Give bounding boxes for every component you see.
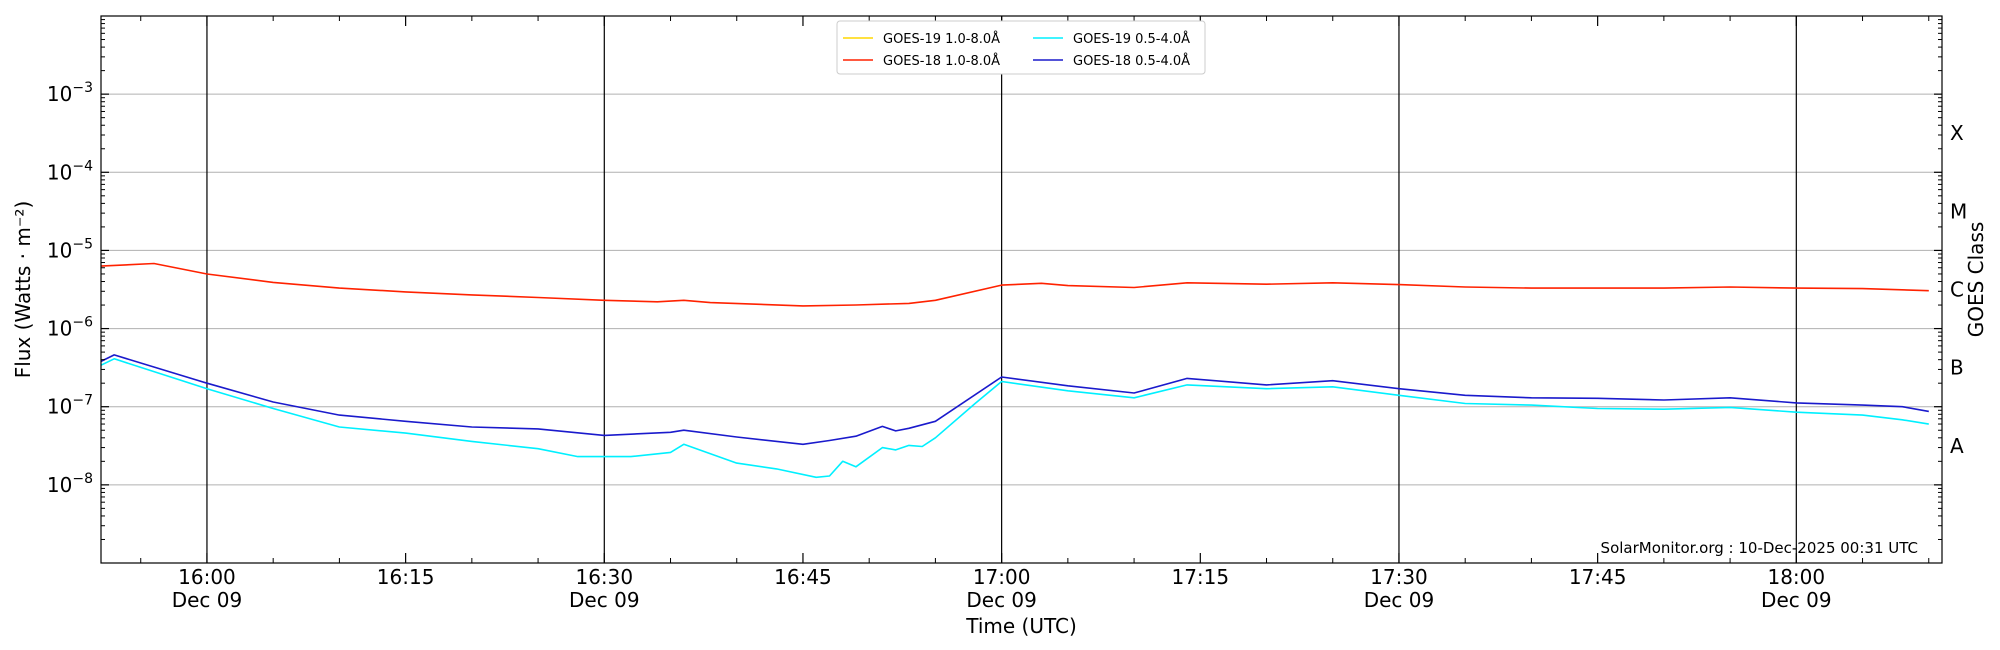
- x-tick-date-label: Dec 09: [569, 588, 640, 612]
- series-line: [100, 357, 1929, 479]
- legend-box: [836, 20, 1206, 75]
- grid-layer: [101, 93, 1942, 486]
- y-tick-label: 10−4: [47, 158, 93, 184]
- goes-class-label: A: [1950, 434, 1964, 458]
- series-layer: [100, 262, 1929, 479]
- legend: GOES-19 1.0-8.0Å GOES-19 0.5-4.0Å GOES-18 …: [836, 20, 1206, 75]
- x-tick-date-label: Dec 09: [172, 588, 243, 612]
- legend-entry-label: GOES-19 0.5-4.0Å: [1073, 31, 1190, 47]
- y-axis-title: Flux (Watts · m⁻²): [11, 201, 35, 379]
- x-tick-time-label: 17:45: [1569, 565, 1627, 589]
- goes-class-label: M: [1950, 199, 1967, 223]
- tick-layer: [101, 16, 1942, 563]
- plot-frame: [100, 15, 1943, 564]
- x-tick-time-label: 17:00: [973, 565, 1031, 589]
- x-tick-time-label: 16:00: [178, 565, 236, 589]
- x-tick-date-label: Dec 09: [1761, 588, 1832, 612]
- x-tick-date-label: Dec 09: [966, 588, 1037, 612]
- y-tick-label: 10−7: [47, 393, 93, 419]
- x-tick-time-label: 17:30: [1370, 565, 1428, 589]
- x-tick-time-label: 16:15: [377, 565, 435, 589]
- legend-entry-label: GOES-18 1.0-8.0Å: [883, 53, 1000, 69]
- x-axis-title: Time (UTC): [965, 614, 1077, 638]
- y-tick-label: 10−8: [47, 471, 93, 497]
- y-tick-label: 10−5: [47, 236, 93, 262]
- legend-entry-label: GOES-19 1.0-8.0Å: [883, 31, 1000, 47]
- series-line: [100, 262, 1929, 307]
- goes-class-axis-title: GOES Class: [1964, 222, 1988, 338]
- x-tick-time-label: 17:15: [1171, 565, 1229, 589]
- major-time-lines: [206, 16, 1797, 563]
- credit-text: SolarMonitor.org : 10-Dec-2025 00:31 UTC: [1601, 539, 1918, 557]
- y-tick-label: 10−3: [47, 80, 93, 106]
- x-tick-time-label: 16:45: [774, 565, 832, 589]
- x-tick-time-label: 18:00: [1767, 565, 1825, 589]
- x-tick-date-label: Dec 09: [1364, 588, 1435, 612]
- goes-class-label: C: [1950, 278, 1964, 302]
- y-tick-label: 10−6: [47, 315, 93, 341]
- x-tick-time-label: 16:30: [575, 565, 633, 589]
- goes-class-label: X: [1950, 121, 1964, 145]
- series-line: [100, 354, 1929, 446]
- legend-entry-label: GOES-18 0.5-4.0Å: [1073, 53, 1190, 69]
- goes-class-label: B: [1950, 356, 1964, 380]
